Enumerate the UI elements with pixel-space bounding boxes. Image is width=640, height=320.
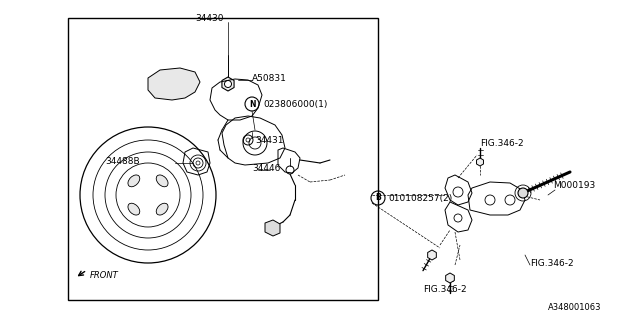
Text: 023806000(1): 023806000(1) (263, 100, 328, 108)
Circle shape (196, 161, 200, 165)
Text: 34488B: 34488B (105, 156, 140, 165)
Text: A50831: A50831 (252, 74, 287, 83)
Circle shape (518, 188, 528, 198)
Text: FIG.346-2: FIG.346-2 (480, 139, 524, 148)
Ellipse shape (156, 203, 168, 215)
Circle shape (225, 81, 232, 87)
Polygon shape (445, 273, 454, 283)
Bar (68, 18, 378, 300)
Polygon shape (265, 220, 280, 236)
Polygon shape (477, 158, 483, 166)
Text: N: N (249, 100, 255, 108)
Text: A348001063: A348001063 (548, 303, 602, 313)
Text: 34431: 34431 (255, 135, 284, 145)
Text: FIG.346-2: FIG.346-2 (530, 259, 573, 268)
Ellipse shape (156, 175, 168, 187)
Polygon shape (222, 77, 234, 91)
Text: B: B (375, 194, 381, 203)
Ellipse shape (128, 175, 140, 187)
Text: 34430: 34430 (195, 13, 223, 22)
Ellipse shape (128, 203, 140, 215)
Text: FRONT: FRONT (90, 271, 119, 281)
Polygon shape (428, 250, 436, 260)
Text: 010108257(2): 010108257(2) (388, 194, 452, 203)
Text: FIG.346-2: FIG.346-2 (423, 285, 467, 294)
Polygon shape (148, 68, 200, 100)
Text: 34446: 34446 (252, 164, 280, 172)
Text: M000193: M000193 (553, 180, 595, 189)
